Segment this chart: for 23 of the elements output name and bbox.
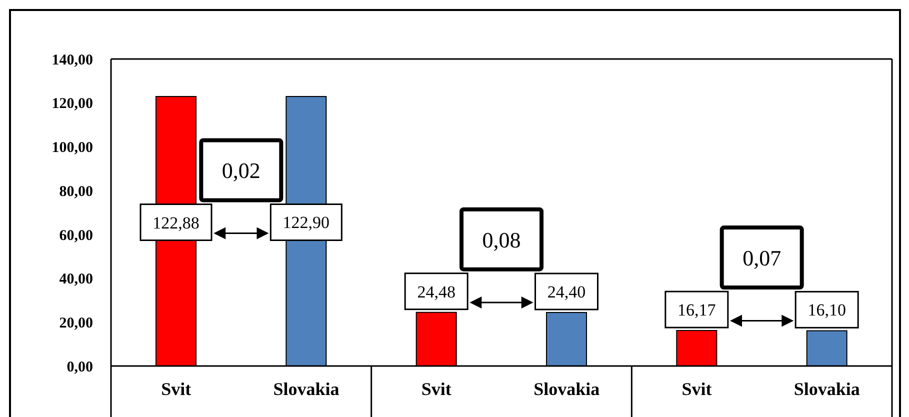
y-tick-label: 0,00 — [66, 359, 93, 376]
annotation: 0,02 — [222, 158, 260, 183]
y-tick-label: 40,00 — [59, 272, 93, 288]
data-label: 16,17 — [678, 300, 716, 320]
data-label: 16,10 — [808, 300, 846, 320]
y-tick-label: 140,00 — [52, 52, 93, 68]
x-tick-label: Slovakia — [273, 378, 340, 399]
x-tick-label: Svit — [421, 378, 452, 399]
y-tick-label: 60,00 — [59, 228, 93, 244]
y-tick-label: 120,00 — [52, 96, 93, 112]
x-tick-label: Svit — [161, 378, 192, 399]
x-tick-label: Svit — [682, 378, 712, 399]
y-tick-label: 100,00 — [52, 140, 93, 156]
data-label: 24,48 — [417, 282, 456, 301]
annotation: 0,07 — [742, 245, 782, 270]
y-tick-label: 20,00 — [59, 315, 93, 332]
x-tick-label: Slovakia — [534, 378, 600, 399]
x-tick-label: Slovakia — [794, 378, 860, 399]
data-label: 24,40 — [547, 282, 586, 301]
y-tick-label: 80,00 — [59, 184, 93, 200]
data-label: 122,88 — [152, 212, 200, 232]
data-label: 122,90 — [282, 212, 330, 232]
annotation: 0,08 — [482, 226, 521, 252]
